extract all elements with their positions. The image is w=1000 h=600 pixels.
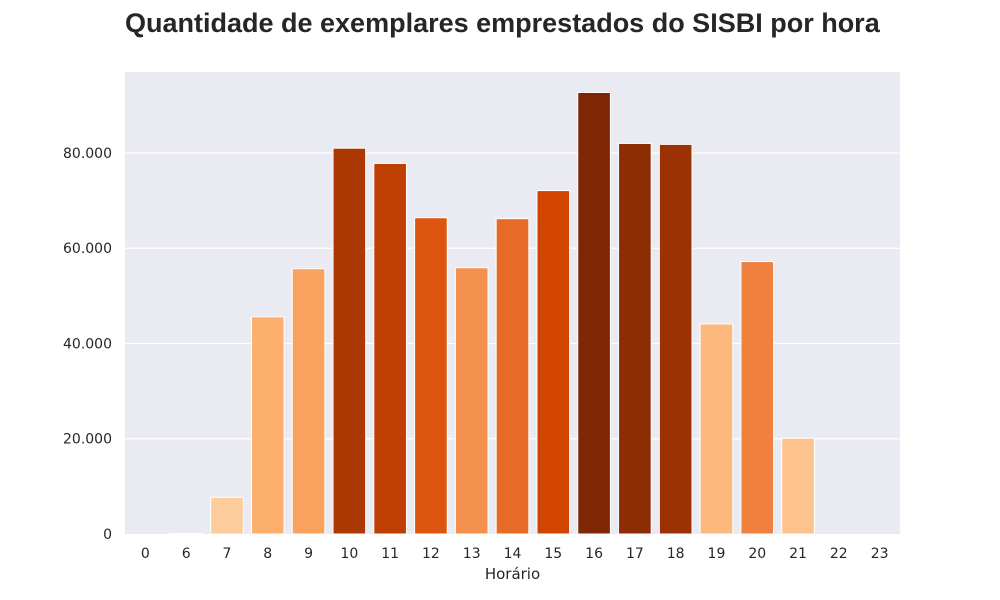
x-tick-label: 6 <box>182 546 191 562</box>
x-tick-label: 9 <box>304 546 313 562</box>
bar-hour-13 <box>454 267 489 535</box>
x-tick-label: 12 <box>422 546 440 562</box>
y-tick-label: 20.000 <box>63 432 112 448</box>
chart-title: Quantidade de exemplares emprestados do … <box>125 8 880 38</box>
x-tick-label: 18 <box>667 546 685 562</box>
x-tick-label: 15 <box>544 546 562 562</box>
x-tick-label: 22 <box>830 546 848 562</box>
x-axis-ticks: 0 6 7 8 9 10 11 12 13 14 15 16 17 18 19 20 21 22 23 <box>141 546 889 562</box>
x-tick-label: 23 <box>871 546 889 562</box>
bar-hour-19 <box>699 323 734 535</box>
bars <box>169 91 815 535</box>
x-tick-label: 11 <box>381 546 399 562</box>
bar-hour-21 <box>781 437 815 535</box>
bar-hour-14 <box>495 218 530 535</box>
bar-hour-11 <box>373 162 407 535</box>
bar-hour-9 <box>291 268 326 535</box>
bar-hour-18 <box>658 143 693 535</box>
y-axis-ticks: 0 20.000 40.000 60.000 80.000 <box>63 146 112 543</box>
x-tick-label: 10 <box>340 546 358 562</box>
x-tick-label: 20 <box>748 546 766 562</box>
x-tick-label: 8 <box>263 546 272 562</box>
bar-hour-17 <box>618 142 652 535</box>
bar-hour-7 <box>210 496 244 535</box>
x-tick-label: 0 <box>141 546 150 562</box>
x-tick-label: 19 <box>708 546 726 562</box>
x-axis-label: Horário <box>485 565 540 583</box>
bar-hour-12 <box>414 217 448 535</box>
x-tick-label: 7 <box>223 546 232 562</box>
bar-hour-20 <box>740 261 775 535</box>
x-tick-label: 17 <box>626 546 644 562</box>
y-tick-label: 40.000 <box>63 336 112 352</box>
y-tick-label: 0 <box>103 527 112 543</box>
x-tick-label: 13 <box>463 546 481 562</box>
y-tick-label: 80.000 <box>63 146 112 162</box>
bar-hour-16 <box>577 91 611 535</box>
bar-hour-8 <box>250 316 285 535</box>
bar-hour-10 <box>332 147 367 535</box>
y-tick-label: 60.000 <box>63 241 112 257</box>
x-tick-label: 21 <box>789 546 807 562</box>
x-tick-label: 14 <box>504 546 522 562</box>
x-tick-label: 16 <box>585 546 603 562</box>
bar-hour-15 <box>536 190 571 535</box>
